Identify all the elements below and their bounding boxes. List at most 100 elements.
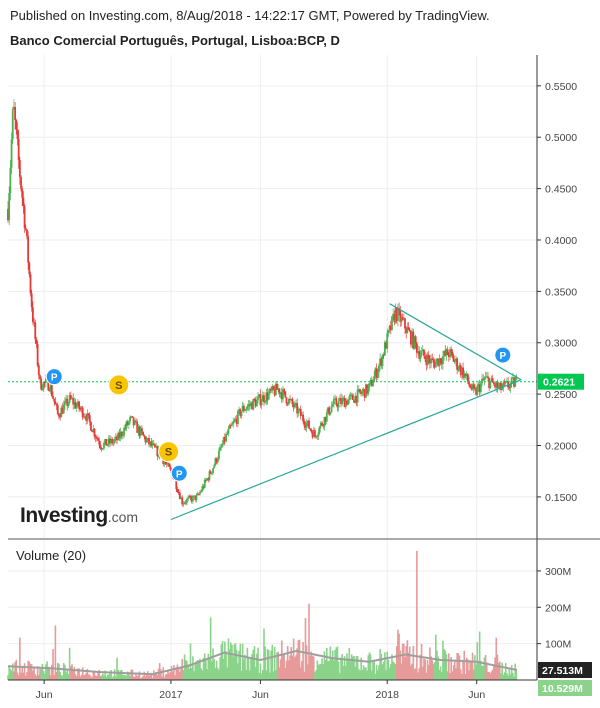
candle-body [380,358,383,366]
candle-body [485,376,488,378]
candle-body [423,349,425,356]
volume-bar [45,664,47,680]
volume-bar [154,673,156,680]
marker-s-icon[interactable]: S [158,441,180,463]
candle-body [391,316,393,330]
volume-bar [113,669,116,680]
candle-body [356,389,359,403]
logo-brand: Investing [20,504,108,527]
volume-bar [246,647,249,680]
volume-bar [15,659,18,680]
candle-body [286,403,289,405]
candle-body [347,399,350,405]
volume-bar [275,670,277,680]
candle-body [137,426,140,433]
volume-bar [502,674,505,680]
marker-p-icon[interactable]: P [45,368,63,386]
volume-bar [400,663,403,680]
volume-bar [487,672,489,680]
volume-bar [477,661,480,680]
candle-body [325,412,328,422]
volume-bar [361,670,364,680]
candle-body [169,466,172,470]
volume-bar [27,660,29,680]
volume-bar [359,670,361,680]
marker-p-icon[interactable]: P [170,464,188,482]
candle-body [378,365,380,373]
volume-bar [384,652,386,680]
candle-body [287,398,290,405]
candle-body [235,418,238,424]
candle-body [58,413,60,417]
volume-bar [75,676,78,680]
volume-bar [228,649,231,680]
candle-body [197,494,200,496]
candle-body [498,382,501,387]
volume-bar [213,659,216,680]
volume-bar [272,671,275,680]
volume-bar [478,631,481,680]
volume-bar [336,646,339,680]
candle-body [91,430,94,433]
candle-body [363,389,366,398]
volume-bar [166,673,168,680]
volume-bar [243,659,245,680]
candle-body [492,382,495,385]
volume-bar [493,666,495,680]
volume-bar [86,669,89,680]
candle-body [35,339,38,345]
candle-body [425,359,428,366]
candle-body [402,318,405,320]
volume-bar [109,671,111,680]
volume-bar [496,654,499,680]
candle-body [475,388,478,395]
volume-bar [211,661,213,680]
candle-body [407,327,410,330]
volume-bar [389,664,392,680]
candle-body [200,491,203,493]
candle-body [253,399,256,401]
volume-bar [315,670,317,680]
volume-bar [59,672,61,680]
volume-bar [393,662,396,680]
candle-body [189,496,192,498]
volume-bar [263,628,265,680]
candle-body [252,399,255,410]
marker-letter: S [165,447,172,459]
volume-bar [167,670,169,680]
marker-p-icon[interactable]: P [494,346,512,364]
candle-body [238,409,240,411]
candle-body [334,398,336,400]
volume-bar [472,669,475,680]
candle-body [479,383,482,393]
volume-bar [19,637,21,680]
candle-body [369,380,372,384]
volume-bar [79,676,82,680]
candle-body [309,428,312,430]
candle-body [515,377,518,380]
candle-body [33,321,35,323]
volume-bar [247,657,250,680]
volume-bar [417,672,419,680]
candle-body [490,378,493,382]
candle-body [93,428,96,437]
volume-bar [22,672,25,680]
volume-bar [188,668,191,680]
candle-body [322,425,325,427]
candle-body [164,461,167,464]
candle-body [31,307,34,322]
volume-bar [277,651,280,680]
volume-bar [314,672,316,680]
candle-body [414,336,417,344]
candle-body [129,416,131,422]
volume-bar [276,652,278,680]
candle-body [375,368,378,378]
candle-body [464,373,467,377]
marker-s-icon[interactable]: S [108,374,130,396]
volume-bar [32,670,34,680]
candle-body [201,486,204,492]
candle-body [291,399,294,405]
candle-body [132,417,135,425]
volume-bar [24,675,27,680]
volume-bar [144,676,147,680]
